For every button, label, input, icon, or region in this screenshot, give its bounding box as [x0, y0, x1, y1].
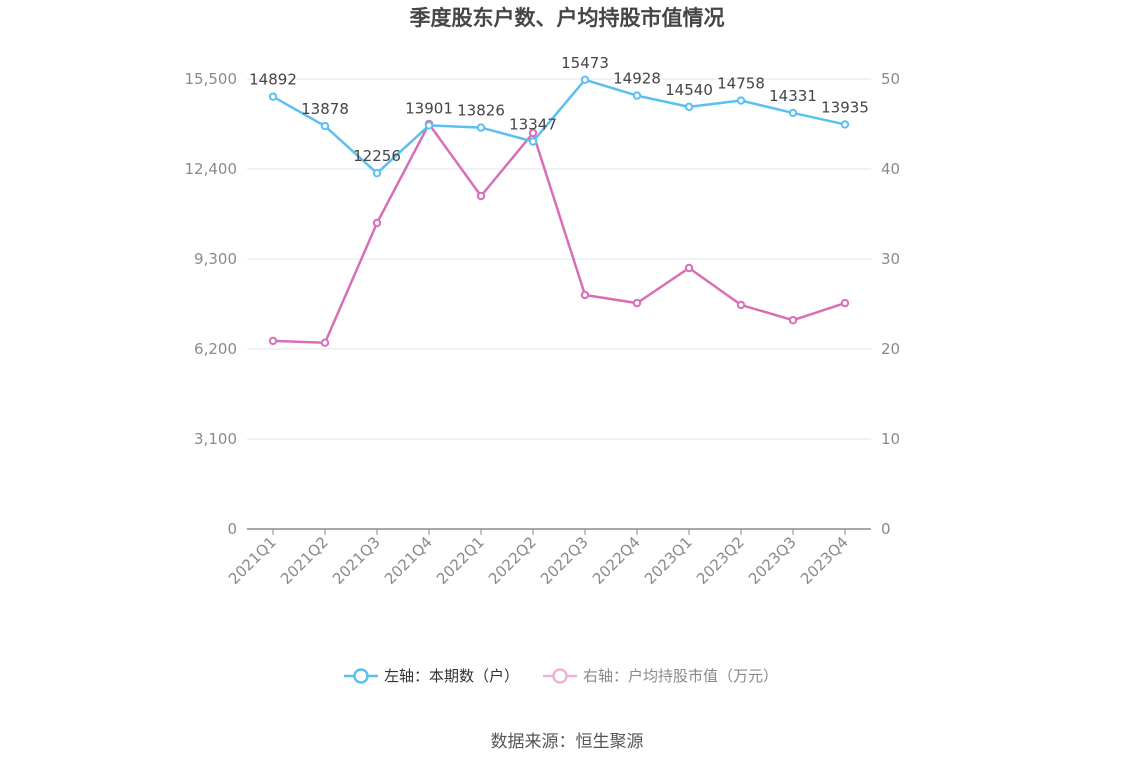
data-label: 14331 — [769, 87, 817, 105]
data-point-0 — [372, 168, 382, 178]
data-point-1 — [580, 290, 590, 300]
data-point-1 — [320, 338, 330, 347]
data-point-1 — [788, 316, 798, 325]
data-point-1 — [632, 298, 642, 308]
legend-item-0[interactable]: 左轴：本期数（户） — [344, 667, 519, 685]
right-tick-label: 40 — [881, 160, 900, 178]
data-label: 14758 — [717, 75, 765, 93]
data-label: 14892 — [249, 71, 297, 89]
series-line-1 — [272, 122, 846, 344]
x-tick-label: 2023Q3 — [745, 533, 800, 588]
right-tick-label: 30 — [881, 250, 900, 268]
x-tick-label: 2022Q4 — [589, 533, 644, 588]
right-tick-label: 10 — [881, 430, 900, 448]
data-point-0 — [788, 108, 798, 118]
x-tick-label: 2023Q1 — [641, 533, 696, 588]
x-axis: 2021Q12021Q22021Q32021Q42022Q12022Q22022… — [225, 528, 871, 588]
x-tick-label: 2021Q3 — [329, 533, 384, 588]
data-label: 14928 — [613, 70, 661, 88]
chart-title: 季度股东户数、户均持股市值情况 — [410, 6, 725, 30]
legend-label: 左轴：本期数（户） — [384, 667, 519, 685]
legend-swatch-marker — [552, 668, 568, 684]
x-tick-label: 2022Q1 — [433, 533, 488, 588]
data-point-0 — [320, 121, 330, 131]
data-label: 13347 — [509, 116, 557, 134]
data-label: 13901 — [405, 99, 453, 117]
right-tick-label: 50 — [881, 70, 900, 88]
left-axis-ticks: 0 3,100 6,200 9,300 12,400 15,500 — [185, 70, 238, 538]
data-point-1 — [372, 218, 382, 228]
series-line-0 — [272, 78, 846, 175]
left-tick-label: 9,300 — [194, 250, 237, 268]
data-point-0 — [684, 102, 694, 112]
data-point-0 — [840, 120, 850, 129]
right-tick-label: 20 — [881, 340, 900, 358]
left-tick-label: 6,200 — [194, 340, 237, 358]
x-tick-label: 2022Q3 — [537, 533, 592, 588]
data-point-0 — [268, 92, 278, 101]
grid-lines — [247, 78, 871, 440]
right-tick-label: 0 — [881, 520, 891, 538]
data-label: 13826 — [457, 102, 505, 120]
data-label: 12256 — [353, 147, 401, 165]
left-tick-label: 15,500 — [185, 70, 238, 88]
legend-item-1[interactable]: 右轴：户均持股市值（万元） — [543, 667, 778, 685]
x-tick-label: 2023Q2 — [693, 533, 748, 588]
data-point-1 — [840, 298, 850, 308]
x-tick-label: 2022Q2 — [485, 533, 540, 588]
data-point-0 — [632, 91, 642, 100]
data-point-0 — [424, 121, 434, 130]
left-tick-label: 12,400 — [185, 160, 238, 178]
data-label: 13935 — [821, 98, 869, 116]
data-point-1 — [736, 300, 746, 310]
data-label: 15473 — [561, 54, 609, 72]
left-tick-label: 3,100 — [194, 430, 237, 448]
source-note: 数据来源：恒生聚源 — [491, 732, 644, 752]
x-tick-label: 2021Q1 — [225, 533, 280, 588]
data-point-0 — [476, 123, 486, 132]
x-tick-label: 2021Q2 — [277, 533, 332, 588]
series-layer — [268, 75, 850, 347]
data-point-1 — [528, 128, 538, 138]
x-tick-label: 2023Q4 — [797, 533, 852, 588]
data-label: 13878 — [301, 100, 349, 118]
data-point-1 — [684, 263, 694, 273]
x-tick-label: 2021Q4 — [381, 533, 436, 588]
data-point-1 — [268, 336, 278, 346]
data-point-1 — [476, 191, 486, 201]
legend-label: 右轴：户均持股市值（万元） — [583, 667, 778, 685]
left-tick-label: 0 — [227, 520, 237, 538]
right-axis-ticks: 0 10 20 30 40 50 — [881, 70, 900, 538]
data-point-0 — [528, 137, 538, 146]
legend-swatch-marker — [353, 668, 369, 684]
legend[interactable]: 左轴：本期数（户） 右轴：户均持股市值（万元） — [344, 667, 778, 685]
data-point-0 — [580, 75, 590, 84]
data-point-0 — [736, 96, 746, 105]
data-label: 14540 — [665, 81, 713, 99]
